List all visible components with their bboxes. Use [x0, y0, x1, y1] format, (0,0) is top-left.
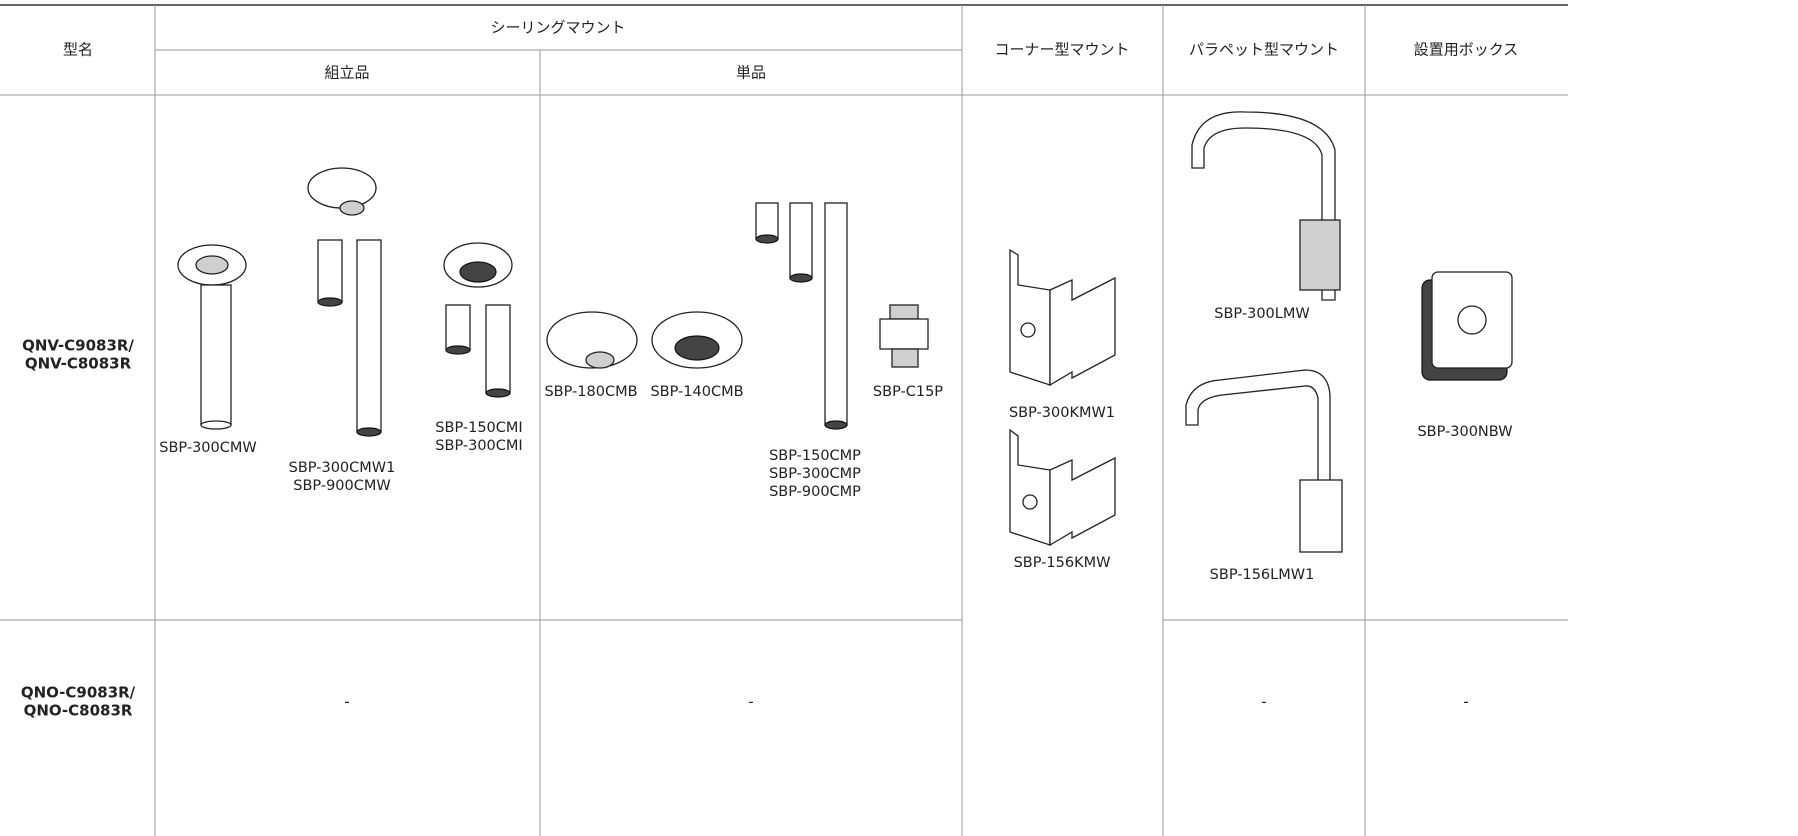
illustration-150cmi [443, 242, 513, 398]
empty-cell: - [1463, 693, 1468, 711]
product-label: SBP-300CMI [435, 438, 522, 454]
illustration-300cmw [177, 244, 247, 430]
model-name: QNV-C9083R/ [22, 337, 134, 355]
model-name: QNO-C9083R/ [21, 684, 136, 702]
illustration-300kmw1 [1009, 248, 1116, 387]
illustration-140cmb [651, 311, 743, 369]
product-label: SBP-300CMP [769, 466, 861, 482]
illustration-180cmb [546, 311, 638, 369]
empty-cell: - [748, 693, 753, 711]
illustration-300lmw [1191, 111, 1341, 301]
product-label: SBP-300LMW [1214, 306, 1309, 322]
empty-cell: - [344, 693, 349, 711]
header-cell: 型名 [63, 41, 93, 59]
product-label: SBP-C15P [873, 384, 943, 400]
product-label: SBP-140CMB [650, 384, 743, 400]
model-name: QNV-C8083R [25, 355, 132, 373]
product-label: SBP-150CMI [435, 420, 522, 436]
product-label: SBP-900CMW [293, 478, 390, 494]
product-label: SBP-900CMP [769, 484, 861, 500]
product-label: SBP-300KMW1 [1009, 405, 1115, 421]
product-label: SBP-156LMW1 [1210, 567, 1315, 583]
illustration-300cmw1 [307, 167, 382, 437]
header-cell: コーナー型マウント [994, 41, 1129, 59]
table-rules [0, 4, 1568, 836]
header-cell: 設置用ボックス [1414, 41, 1519, 59]
illustration-c15p [879, 304, 929, 368]
product-label: SBP-300CMW1 [289, 460, 396, 476]
header-cell: シーリングマウント [490, 19, 625, 37]
header-cell: 組立品 [324, 64, 369, 82]
illustration-150cmp [755, 202, 848, 430]
product-label: SBP-300CMW [159, 440, 256, 456]
illustration-300nbw [1421, 271, 1513, 381]
illustration-156kmw [1009, 428, 1116, 547]
product-label: SBP-156KMW [1014, 555, 1111, 571]
header-cell: パラペット型マウント [1189, 41, 1339, 59]
product-label: SBP-300NBW [1417, 424, 1512, 440]
model-name: QNO-C8083R [24, 702, 133, 720]
empty-cell: - [1261, 693, 1266, 711]
product-label: SBP-180CMB [544, 384, 637, 400]
product-label: SBP-150CMP [769, 448, 861, 464]
illustration-156lmw1 [1185, 369, 1343, 553]
header-cell: 単品 [736, 64, 766, 82]
